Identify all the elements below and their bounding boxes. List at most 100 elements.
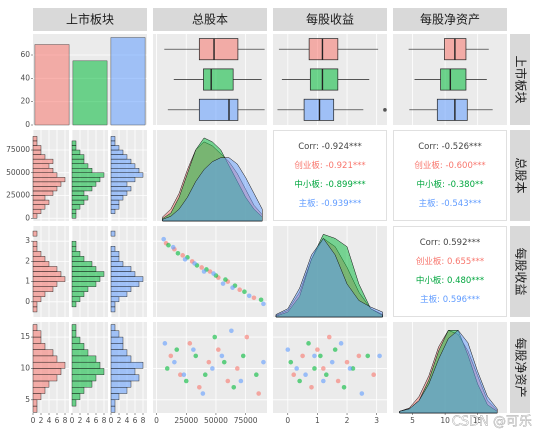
histogram-bar	[110, 168, 140, 173]
point	[246, 293, 252, 299]
point	[206, 359, 212, 365]
x-tick-label: 6	[55, 416, 60, 425]
point	[318, 353, 323, 359]
point	[216, 347, 221, 352]
point	[303, 372, 308, 378]
histogram-bar	[32, 199, 50, 205]
point	[183, 378, 189, 384]
point	[211, 271, 216, 276]
density-area	[162, 157, 263, 222]
histogram-bar	[32, 296, 42, 303]
point	[359, 391, 365, 396]
point	[172, 359, 177, 365]
x-tick-label: 0	[31, 416, 36, 425]
x-tick-label: 8	[102, 416, 107, 425]
histogram-bar	[110, 246, 116, 252]
histogram-bar	[110, 177, 136, 183]
point	[312, 353, 317, 359]
row-strip-label: 总股本	[514, 157, 528, 193]
y-tick-label: 3	[25, 236, 30, 245]
histogram-bar	[110, 261, 124, 267]
histogram-bar	[71, 145, 77, 151]
point	[181, 372, 187, 378]
histogram-bar	[110, 154, 128, 160]
histogram-bar	[71, 261, 93, 267]
point	[225, 378, 231, 384]
histogram-bar	[110, 380, 132, 388]
histogram-bar	[71, 251, 81, 257]
histogram-bar	[110, 301, 116, 308]
point	[242, 289, 247, 295]
histogram-bar	[32, 213, 38, 219]
column-strip-label: 每股净资产	[420, 12, 480, 27]
point	[164, 366, 170, 371]
column-strip	[153, 8, 267, 31]
x-tick-label: 2	[39, 416, 44, 425]
box	[440, 68, 467, 91]
histogram-bar	[71, 281, 97, 287]
histogram-bar	[110, 136, 116, 142]
histogram-bar	[71, 154, 85, 160]
histogram-bar	[71, 168, 93, 173]
correlation-label: 主板: -0.939***	[299, 198, 362, 209]
x-tick-label: 2	[345, 416, 350, 425]
histogram-bar	[110, 286, 132, 292]
x-tick-label: 4	[86, 416, 91, 425]
point	[261, 359, 266, 365]
x-tick-label: 75000	[234, 416, 258, 425]
histogram-bar	[32, 154, 46, 160]
histogram-bar	[71, 286, 89, 292]
histogram-bar	[71, 387, 85, 394]
x-tick-label: 15	[473, 416, 483, 425]
column-strip	[33, 8, 147, 31]
histogram-bar	[110, 281, 140, 287]
x-tick-label: 5	[410, 416, 415, 425]
point	[238, 378, 244, 384]
histogram-bar	[71, 208, 77, 214]
correlation-label: Corr: -0.924***	[298, 142, 362, 152]
y-tick-label: 5	[25, 395, 30, 404]
y-tick-label: 25000	[6, 191, 30, 200]
histogram-bar	[110, 172, 144, 178]
y-tick-label: 1	[25, 277, 30, 286]
histogram-bar	[32, 343, 46, 350]
histogram-bar	[32, 251, 42, 257]
correlation-label: 主板: -0.543***	[419, 198, 482, 209]
histogram-bar	[71, 291, 85, 297]
histogram-bar	[32, 324, 38, 331]
histogram-bar	[110, 266, 132, 272]
point	[377, 353, 382, 359]
y-tick-label: 60	[20, 50, 30, 59]
histogram-bar	[110, 149, 124, 155]
histogram-bar	[32, 349, 54, 357]
box	[436, 98, 468, 121]
histogram-bar	[71, 181, 97, 187]
point	[338, 341, 344, 346]
histogram-bar	[110, 306, 116, 313]
point	[235, 366, 240, 371]
histogram-bar	[71, 355, 97, 363]
histogram-bar	[32, 256, 46, 262]
histogram-bar	[71, 271, 105, 277]
point	[321, 366, 326, 371]
histogram-bar	[32, 172, 58, 178]
histogram-bar	[71, 330, 77, 338]
histogram-bar	[32, 336, 42, 344]
point	[187, 341, 193, 346]
watermark: CSDN @可乐	[452, 415, 532, 430]
column-strip-label: 每股收益	[306, 12, 354, 27]
row-strip	[510, 34, 530, 125]
point	[240, 353, 246, 359]
histogram-bar	[110, 405, 116, 413]
histogram-bar	[71, 368, 105, 375]
point	[161, 236, 166, 242]
point	[312, 366, 317, 371]
box	[198, 38, 239, 61]
histogram-bar	[110, 204, 120, 210]
histogram-bar	[32, 266, 58, 272]
column-strip-label: 上市板块	[66, 12, 114, 27]
x-tick-label: 8	[141, 416, 146, 425]
histogram-bar	[32, 405, 38, 413]
density-area	[399, 329, 498, 414]
histogram-bar	[32, 181, 62, 187]
